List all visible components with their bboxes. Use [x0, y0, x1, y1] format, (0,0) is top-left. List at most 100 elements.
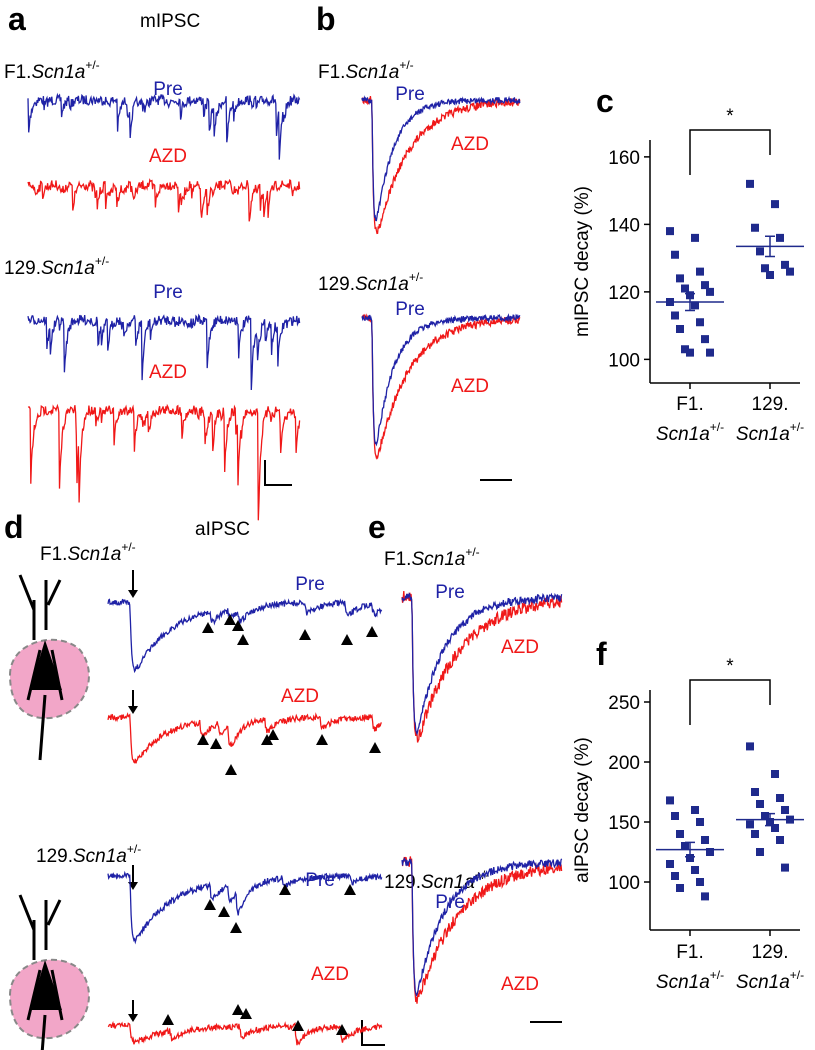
- point: [671, 872, 679, 880]
- dendrites: [18, 894, 64, 1050]
- y-axis-label: aIPSC decay (%): [572, 737, 593, 883]
- x-tick-label: 129.: [752, 942, 789, 963]
- point: [671, 812, 679, 820]
- trace: [361, 96, 521, 235]
- trace: [107, 712, 382, 764]
- point: [766, 271, 774, 279]
- stim-arrow-head: [128, 1014, 138, 1022]
- gene: Scn1a: [736, 972, 790, 993]
- y-tick-label: 100: [608, 873, 640, 894]
- point: [676, 884, 684, 892]
- genotype: +/-: [710, 968, 724, 982]
- point: [761, 812, 769, 820]
- pre-label: Pre: [435, 892, 465, 913]
- genotype: +/-: [409, 270, 423, 284]
- azd-label: AZD: [501, 974, 539, 995]
- event-marker: [210, 738, 222, 749]
- panel-label: a: [8, 1, 26, 37]
- point: [781, 863, 789, 872]
- x-tick-label: Scn1a+/-: [736, 968, 804, 993]
- point: [671, 311, 679, 320]
- point: [691, 301, 699, 310]
- point: [681, 284, 689, 293]
- genotype: +/-: [95, 254, 109, 268]
- neuron-129: [8, 894, 90, 1050]
- point: [696, 878, 704, 886]
- point: [701, 892, 709, 901]
- gene: Scn1a: [67, 544, 121, 565]
- x-tick-label: Scn1a+/-: [736, 420, 804, 445]
- trace: [361, 313, 521, 447]
- trace: [361, 95, 521, 222]
- trace: [27, 403, 301, 521]
- point: [776, 233, 784, 242]
- y-tick-label: 140: [608, 215, 640, 236]
- point: [686, 348, 694, 357]
- azd-label: AZD: [311, 964, 349, 985]
- pre-label: Pre: [153, 282, 183, 303]
- azd-label: AZD: [149, 362, 187, 383]
- event-marker: [237, 634, 249, 645]
- error-bar: [765, 235, 775, 258]
- point: [746, 179, 754, 188]
- point: [696, 318, 704, 327]
- y-tick-label: 100: [608, 350, 640, 371]
- genotype: +/-: [710, 420, 724, 434]
- point: [756, 800, 764, 808]
- point: [666, 860, 674, 868]
- point: [776, 836, 784, 844]
- point: [681, 345, 689, 354]
- y-tick-label: 200: [608, 753, 640, 774]
- event-marker: [218, 906, 230, 917]
- stim-arrow-head: [128, 706, 138, 714]
- point: [671, 250, 679, 259]
- point: [706, 287, 714, 296]
- panel-title: mIPSC: [140, 11, 200, 32]
- y-tick-label: 150: [608, 813, 640, 834]
- error-bar: [765, 812, 775, 827]
- point: [781, 260, 789, 269]
- point: [701, 335, 709, 344]
- genotype-label: 129.Scn1a+/-: [318, 270, 423, 295]
- significance-bracket: [689, 679, 771, 725]
- prefix: F1.: [40, 544, 67, 565]
- genotype-label: 129.Scn1a+/-: [36, 842, 141, 867]
- event-marker: [224, 614, 236, 625]
- point: [786, 267, 794, 276]
- point: [706, 348, 714, 357]
- significance-bracket: [689, 129, 771, 175]
- event-marker: [299, 629, 311, 640]
- azd-label: AZD: [281, 686, 319, 707]
- point: [676, 274, 684, 283]
- prefix: 129.: [384, 872, 421, 893]
- genotype-label: F1.Scn1a+/-: [318, 58, 414, 83]
- point: [751, 830, 759, 838]
- genotype-label: 129.Scn1a+/-: [4, 254, 109, 279]
- point: [681, 842, 689, 850]
- point: [691, 866, 699, 874]
- trace: [401, 856, 563, 998]
- event-marker: [225, 764, 237, 775]
- point: [706, 848, 714, 856]
- event-marker: [197, 734, 209, 745]
- genotype: +/-: [399, 58, 413, 72]
- event-marker: [230, 922, 242, 933]
- panel-label: b: [316, 1, 336, 37]
- trace: [27, 92, 301, 160]
- panel-label: e: [368, 509, 386, 545]
- point: [676, 325, 684, 333]
- event-marker: [267, 729, 279, 740]
- point: [771, 770, 779, 778]
- point: [751, 223, 759, 232]
- x-tick-label: Scn1a+/-: [656, 968, 724, 993]
- stim-arrow-head: [128, 590, 138, 598]
- trace: [361, 313, 521, 460]
- prefix: F1.: [318, 62, 345, 83]
- prefix: 129.: [4, 258, 41, 279]
- gene: Scn1a: [411, 549, 465, 570]
- panel-label: d: [4, 509, 24, 545]
- genotype: +/-: [790, 420, 804, 434]
- pre-label: Pre: [435, 582, 465, 603]
- event-marker: [261, 734, 273, 745]
